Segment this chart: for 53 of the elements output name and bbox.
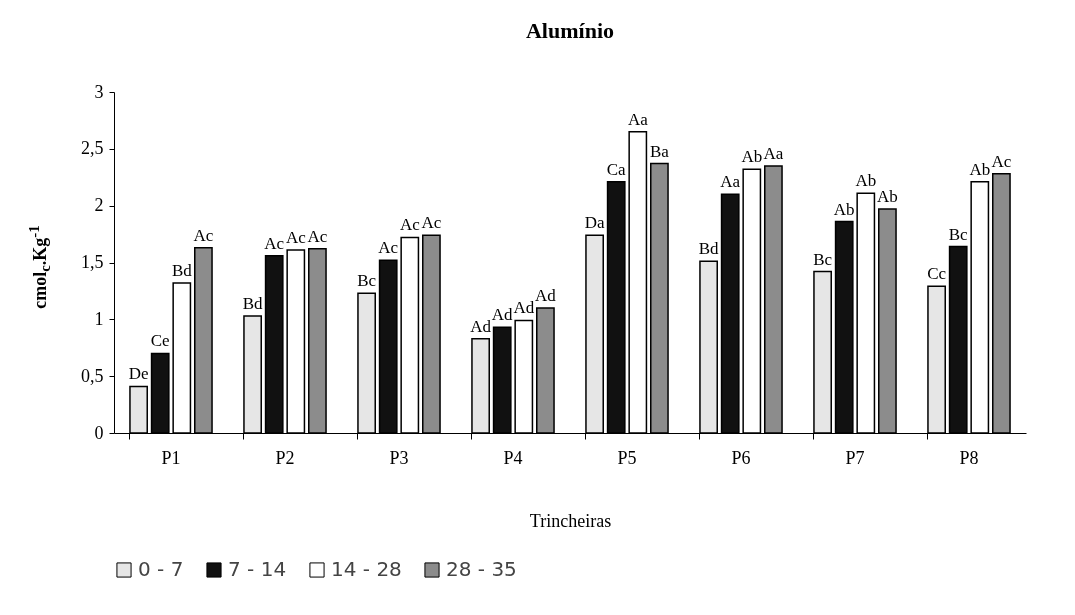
data-label: Ad <box>470 316 492 336</box>
data-label: Bc <box>813 249 833 269</box>
data-label: Ab <box>855 171 877 191</box>
data-label: Ab <box>833 199 855 219</box>
y-tick-label: 1 <box>94 308 104 329</box>
data-label: Ac <box>285 228 307 247</box>
data-label: Ab <box>877 187 898 207</box>
data-label: Ab <box>969 159 991 179</box>
data-label: Ac <box>421 213 442 233</box>
x-axis-title: Trincheiras <box>529 510 612 531</box>
data-label: Ac <box>378 238 399 258</box>
data-label: Bd <box>171 260 193 280</box>
data-label: Ad <box>535 285 557 305</box>
x-tick-label: P5 <box>617 447 637 468</box>
data-label: Ac <box>991 151 1012 171</box>
data-label: Ce <box>150 331 170 351</box>
data-label: Ab <box>741 147 763 167</box>
x-tick-label: P3 <box>389 447 409 468</box>
data-label: Ac <box>193 225 214 245</box>
x-tick-label: P2 <box>275 447 295 468</box>
y-tick-label: 1,5 <box>81 252 104 272</box>
y-tick-label: 0,5 <box>81 365 104 386</box>
data-label: Ad <box>513 298 535 318</box>
legend-label: 0 - 7 <box>138 557 184 581</box>
data-label: Ba <box>649 141 670 161</box>
y-tick-label: 3 <box>94 81 104 102</box>
data-label: Bd <box>698 239 720 259</box>
data-label: De <box>128 364 149 384</box>
y-tick-label: 2 <box>94 195 104 216</box>
data-label: Aa <box>720 172 741 192</box>
data-label: Bc <box>357 271 377 291</box>
legend-label: 28 - 35 <box>446 557 517 581</box>
x-tick-label: P1 <box>161 447 181 468</box>
data-label: Ac <box>399 215 421 235</box>
y-tick-label: 0 <box>94 422 104 443</box>
data-label: Bc <box>948 224 969 244</box>
data-label: Ac <box>264 233 285 253</box>
legend-label: 14 - 28 <box>331 557 402 581</box>
legend-label: 7 - 14 <box>228 557 287 581</box>
x-tick-label: P8 <box>959 447 979 468</box>
data-label: Aa <box>763 143 784 163</box>
chart-title: Alumínio <box>525 18 615 43</box>
x-tick-label: P7 <box>845 447 865 468</box>
x-tick-label: P4 <box>503 447 523 468</box>
data-label: Da <box>584 213 605 233</box>
data-label: Ca <box>606 159 627 179</box>
data-label: Ad <box>491 305 514 325</box>
data-label: Cc <box>927 264 947 284</box>
data-label: Bd <box>242 293 264 313</box>
x-tick-label: P6 <box>731 447 751 468</box>
data-label: Aa <box>627 109 649 129</box>
data-label: Ac <box>307 226 328 246</box>
y-tick-label: 2,5 <box>81 138 104 159</box>
